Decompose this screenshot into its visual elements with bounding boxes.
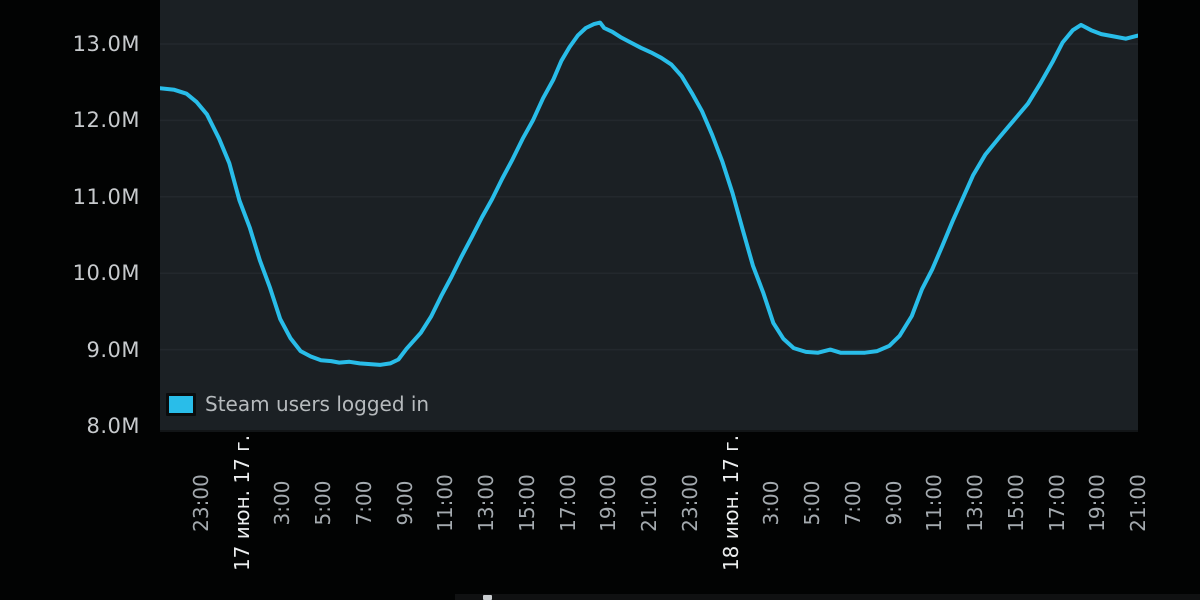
cropped-ui-strip (455, 594, 1200, 600)
x-axis-time-label: 21:00 (637, 474, 661, 532)
y-axis-label-13.0M: 13.0M (72, 32, 140, 56)
x-axis-time-label: 11:00 (922, 474, 947, 532)
x-axis-time-label: 3:00 (759, 480, 784, 526)
x-axis-time-label: 21:00 (1126, 474, 1150, 532)
y-axis: 13.0M 12.0M 11.0M 10.0M 9.0M 8.0M (0, 0, 140, 437)
x-axis-time-label: 5:00 (311, 480, 335, 526)
x-axis-time-label: 13:00 (474, 474, 498, 532)
x-axis-date-label: 18 июн. 17 г. (718, 434, 743, 572)
x-axis-date-label: 17 июн. 17 г. (229, 434, 254, 572)
x-axis-time-label: 17:00 (1044, 474, 1069, 532)
gridlines (160, 43, 1138, 351)
x-axis-time-label: 13:00 (963, 474, 987, 532)
y-axis-label-10.0M: 10.0M (72, 261, 140, 286)
x-axis-time-label: 23:00 (188, 474, 213, 532)
x-axis-time-label: 5:00 (800, 480, 824, 526)
legend-label: Steam users logged in (205, 392, 430, 416)
x-axis-time-label: 19:00 (1085, 474, 1110, 532)
y-axis-label-11.0M: 11.0M (72, 184, 140, 209)
chart-plot-area[interactable]: Steam users logged in (160, 0, 1138, 432)
x-axis-time-label: 19:00 (596, 474, 621, 532)
legend-item-steam-users[interactable]: Steam users logged in (166, 392, 429, 416)
x-axis-time-label: 3:00 (270, 480, 295, 526)
legend-swatch (166, 392, 196, 416)
x-axis-time-label: 9:00 (392, 480, 417, 526)
x-axis-time-label: 15:00 (1003, 474, 1028, 532)
x-axis: 23:00 17 июн. 17 г. 3:00 5:00 7:00 9:00 11:00 1… (160, 430, 1150, 600)
x-axis-time-label: 11:00 (433, 474, 458, 532)
x-axis-time-label: 9:00 (881, 480, 906, 526)
x-axis-time-label: 17:00 (555, 474, 580, 532)
y-axis-label-9.0M: 9.0M (86, 337, 140, 362)
y-axis-label-8.0M: 8.0M (86, 414, 140, 438)
x-axis-time-label: 23:00 (677, 474, 702, 532)
x-axis-time-label: 15:00 (514, 474, 539, 532)
cropped-text-fragment (483, 595, 492, 600)
series-line-steam-users (160, 20, 1138, 367)
x-axis-time-label: 7:00 (351, 480, 376, 526)
x-axis-time-label: 7:00 (840, 480, 865, 526)
y-axis-label-12.0M: 12.0M (72, 108, 140, 133)
